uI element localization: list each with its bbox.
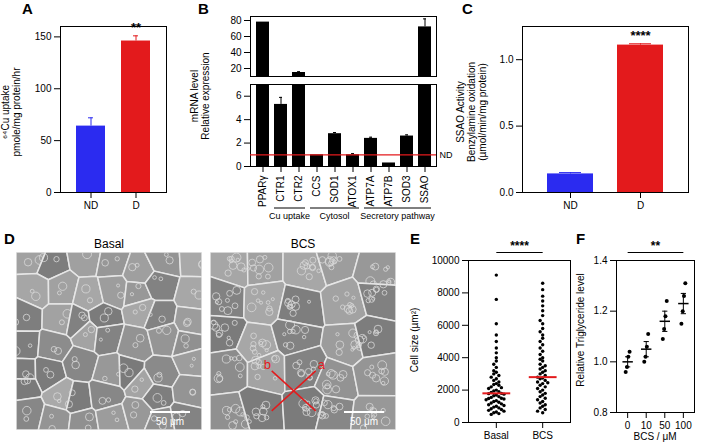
svg-text:ND: ND: [84, 200, 98, 211]
svg-text:0: 0: [236, 161, 242, 172]
svg-text:1.2: 1.2: [594, 305, 608, 316]
svg-text:SOD1: SOD1: [329, 175, 340, 203]
svg-text:BCS: BCS: [532, 430, 553, 441]
svg-text:0: 0: [46, 187, 52, 198]
svg-text:40: 40: [230, 47, 242, 58]
svg-text:Secretory pathway: Secretory pathway: [360, 211, 435, 221]
svg-text:0.0: 0.0: [500, 187, 514, 198]
svg-text:150: 150: [35, 31, 52, 42]
svg-text:4: 4: [236, 114, 242, 125]
svg-text:Basal: Basal: [484, 430, 509, 441]
svg-text:ND: ND: [563, 200, 577, 211]
svg-text:SSAO: SSAO: [419, 175, 430, 203]
svg-text:0.5: 0.5: [500, 120, 514, 131]
svg-text:ATOX1: ATOX1: [347, 175, 358, 207]
svg-text:ATP7B: ATP7B: [383, 175, 394, 206]
svg-text:b: b: [264, 357, 271, 372]
svg-text:0: 0: [454, 417, 460, 428]
svg-text:100: 100: [35, 83, 52, 94]
svg-text:50: 50: [659, 420, 671, 431]
svg-text:4000: 4000: [437, 352, 460, 363]
svg-text:Relative expression: Relative expression: [200, 52, 211, 139]
svg-text:**: **: [651, 239, 661, 253]
svg-text:****: ****: [510, 239, 529, 253]
svg-text:20: 20: [230, 63, 242, 74]
svg-text:SOD3: SOD3: [401, 175, 412, 203]
svg-text:BCS: BCS: [291, 237, 316, 251]
svg-text:ATP7A: ATP7A: [365, 175, 376, 206]
svg-text:ND: ND: [440, 150, 453, 160]
svg-text:D: D: [637, 200, 644, 211]
svg-text:CTR1: CTR1: [275, 175, 286, 202]
svg-text:BCS / μM: BCS / μM: [634, 431, 677, 442]
svg-text:pmole/mg protein/hr: pmole/mg protein/hr: [11, 67, 22, 157]
svg-text:D: D: [132, 200, 139, 211]
svg-text:0.8: 0.8: [594, 407, 608, 418]
svg-text:mRNA level: mRNA level: [189, 70, 200, 122]
svg-text:10000: 10000: [432, 255, 460, 266]
svg-text:8000: 8000: [437, 287, 460, 298]
svg-text:A: A: [22, 0, 33, 17]
svg-text:C: C: [462, 0, 473, 17]
svg-text:2: 2: [236, 137, 242, 148]
svg-text:PPARγ: PPARγ: [257, 176, 268, 208]
svg-text:50: 50: [40, 135, 52, 146]
svg-text:F: F: [576, 230, 585, 247]
svg-text:50 μm: 50 μm: [156, 416, 184, 427]
svg-text:1.0: 1.0: [594, 356, 608, 367]
svg-text:D: D: [4, 230, 15, 247]
svg-text:CTR2: CTR2: [293, 175, 304, 202]
svg-text:Cell size (µm²): Cell size (µm²): [409, 308, 420, 373]
svg-text:Cu uptake: Cu uptake: [269, 211, 310, 221]
svg-text:60: 60: [230, 31, 242, 42]
svg-text:CCS: CCS: [311, 175, 322, 196]
svg-text:Cytosol: Cytosol: [319, 211, 349, 221]
svg-text:****: ****: [630, 28, 651, 43]
svg-text:⁶⁴Cu uptake: ⁶⁴Cu uptake: [0, 85, 11, 139]
svg-text:2000: 2000: [437, 384, 460, 395]
svg-text:100: 100: [675, 420, 692, 431]
svg-text:SSAO Activity: SSAO Activity: [455, 81, 466, 143]
svg-text:(µmol/min/mg protein): (µmol/min/mg protein): [477, 63, 488, 160]
svg-text:Basal: Basal: [94, 237, 124, 251]
svg-text:80: 80: [230, 15, 242, 26]
svg-text:6: 6: [236, 90, 242, 101]
svg-text:0: 0: [625, 420, 631, 431]
svg-text:50 μm: 50 μm: [350, 416, 378, 427]
svg-text:Relative Triglyceride level: Relative Triglyceride level: [575, 273, 586, 386]
svg-text:a: a: [318, 357, 326, 372]
svg-text:6000: 6000: [437, 320, 460, 331]
svg-text:1.0: 1.0: [500, 54, 514, 65]
svg-text:1.4: 1.4: [594, 255, 608, 266]
svg-text:**: **: [131, 20, 142, 35]
svg-text:B: B: [198, 0, 209, 17]
svg-text:Benzylamine oxidation: Benzylamine oxidation: [466, 62, 477, 162]
svg-text:10: 10: [641, 420, 653, 431]
svg-text:E: E: [410, 230, 420, 247]
